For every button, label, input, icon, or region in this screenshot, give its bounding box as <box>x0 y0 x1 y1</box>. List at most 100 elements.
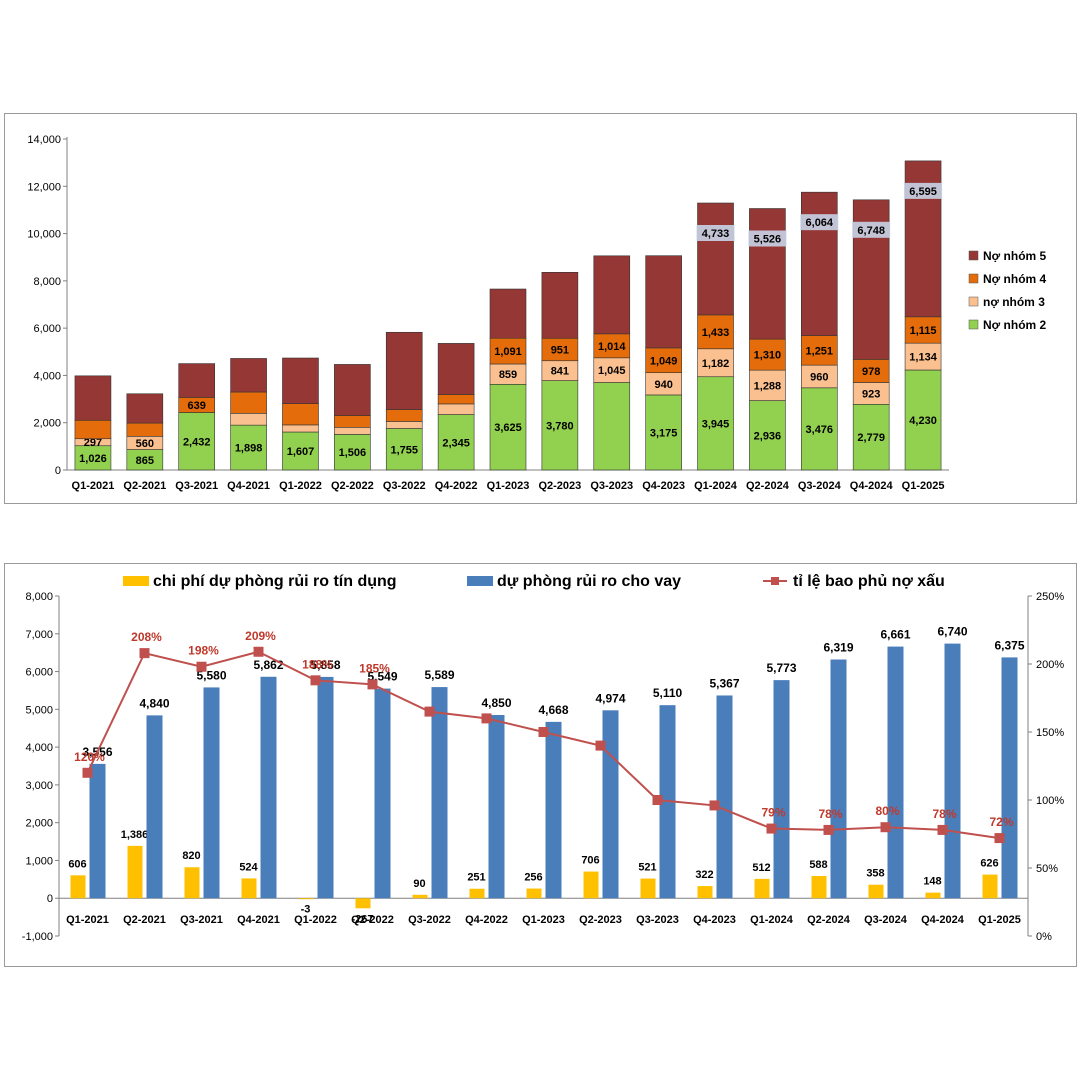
y2-tick-label: 0% <box>1036 931 1052 943</box>
data-label: 3,780 <box>546 420 574 432</box>
legend-label: tỉ lệ bao phủ nợ xấu <box>793 573 945 590</box>
bar-segment-no-nhom-2 <box>282 431 319 471</box>
bar-segment-no-nhom-5 <box>593 255 631 335</box>
line-marker <box>481 713 492 724</box>
data-label-ratio: 72% <box>989 815 1013 829</box>
data-label-ratio: 78% <box>818 807 842 821</box>
line-marker <box>937 824 948 835</box>
data-label: 5,862 <box>253 658 283 672</box>
data-label: 6,595 <box>909 186 937 198</box>
y-tick-label: 10,000 <box>27 229 61 241</box>
y-tick-label: 4,000 <box>33 370 61 382</box>
bar-segment-no-nhom-4 <box>126 422 164 437</box>
line-marker <box>538 727 549 737</box>
data-label: 322 <box>695 869 713 881</box>
x-tick-label: Q3-2021 <box>180 914 223 926</box>
data-label: 960 <box>810 371 828 383</box>
line-marker <box>310 675 321 686</box>
data-label: 4,733 <box>702 228 730 240</box>
x-tick-label: Q4-2022 <box>465 914 508 926</box>
bar-du-phong-rui-ro-cho-vay <box>944 643 961 899</box>
x-tick-label: Q3-2024 <box>798 480 842 492</box>
data-label: 4,840 <box>139 696 169 710</box>
bar-du-phong-rui-ro-cho-vay <box>260 676 277 899</box>
x-tick-label: Q4-2023 <box>642 480 685 492</box>
bar-chi-phi-du-phong-rui-ro-tin-dung <box>868 884 884 899</box>
bar-segment-no-nhom-2 <box>178 412 216 471</box>
y-tick-label: 4,000 <box>25 742 53 754</box>
data-label: 3,476 <box>806 424 834 436</box>
legend-swatch <box>467 576 493 586</box>
data-label-ratio: 209% <box>245 629 276 643</box>
npl-stacked-bar-chart: 0 2,000 4,000 6,000 8,000 10,000 12,000 14,000 1… <box>27 134 1047 492</box>
y-tick-label: 12,000 <box>27 181 61 193</box>
line-marker <box>766 823 777 834</box>
data-label: 606 <box>68 858 86 870</box>
data-label: 639 <box>188 400 206 412</box>
data-label: 1,506 <box>339 447 367 459</box>
bar-du-phong-rui-ro-cho-vay <box>374 688 391 899</box>
bar-segment-no-nhom-5 <box>282 357 319 404</box>
bar-segment-no-nhom-2 <box>593 382 631 471</box>
y2-tick-label: 250% <box>1036 591 1064 603</box>
data-label: 3,625 <box>494 422 522 434</box>
data-label: 2,779 <box>857 432 885 444</box>
y2-tick-label: 150% <box>1036 727 1064 739</box>
data-label-highlight <box>852 221 891 238</box>
bar-chi-phi-du-phong-rui-ro-tin-dung <box>184 867 200 899</box>
line-marker <box>196 661 207 672</box>
data-label: 560 <box>136 438 154 450</box>
data-label: 1,026 <box>79 453 107 465</box>
x-tick-label: Q1-2025 <box>978 914 1021 926</box>
x-tick-label: Q2-2022 <box>331 480 374 492</box>
x-tick-label: Q2-2021 <box>123 914 166 926</box>
bar-segment-no-nhom-5 <box>749 208 786 340</box>
y-tick-label: 2,000 <box>25 818 53 830</box>
data-label: 940 <box>654 379 672 391</box>
y-tick-label: 0 <box>47 893 53 905</box>
bar-segment-no-nhom-5 <box>541 271 579 339</box>
y-tick-label: 0 <box>55 465 61 477</box>
bar-du-phong-rui-ro-cho-vay <box>602 710 619 899</box>
bar-chi-phi-du-phong-rui-ro-tin-dung <box>640 878 656 899</box>
bar-segment-no-nhom-3 <box>749 369 786 401</box>
bar-du-phong-rui-ro-cho-vay <box>89 763 106 899</box>
x-tick-label: Q4-2021 <box>237 914 280 926</box>
data-label: 951 <box>551 345 569 357</box>
data-label: 2,936 <box>754 430 782 442</box>
x-tick-label: Q4-2022 <box>435 480 478 492</box>
legend-label: Nợ nhóm 5 <box>983 249 1047 263</box>
data-label: 1,134 <box>909 352 937 364</box>
bar-chi-phi-du-phong-rui-ro-tin-dung <box>241 878 257 899</box>
data-label: 626 <box>980 858 998 870</box>
data-label-highlight <box>696 225 735 242</box>
data-label: 978 <box>862 366 880 378</box>
data-label-ratio: 78% <box>932 807 956 821</box>
data-label: 251 <box>467 872 485 884</box>
data-label: 2,345 <box>442 437 470 449</box>
bar-segment-no-nhom-5 <box>800 191 838 336</box>
line-marker <box>253 646 264 657</box>
legend-swatch <box>968 296 979 307</box>
y-tick-label: 6,000 <box>33 323 61 335</box>
y-tick-label: 2,000 <box>33 418 61 430</box>
data-label: 6,319 <box>823 641 853 655</box>
legend-swatch <box>968 319 979 330</box>
x-tick-label: Q1-2022 <box>294 914 337 926</box>
bar-segment-no-nhom-3 <box>904 342 942 371</box>
data-label: 6,748 <box>857 225 885 237</box>
data-label: 6,740 <box>937 625 967 639</box>
data-label-ratio: 188% <box>302 657 333 671</box>
data-label: 1,310 <box>754 350 782 362</box>
x-tick-label: Q2-2024 <box>807 914 851 926</box>
bar-segment-no-nhom-2 <box>904 369 942 471</box>
bar-segment-no-nhom-5 <box>126 393 164 424</box>
bar-segment-no-nhom-4 <box>437 394 475 405</box>
legend-swatch <box>123 576 149 586</box>
data-label: 6,661 <box>880 628 910 642</box>
data-label: 1,433 <box>702 327 730 339</box>
data-label: 865 <box>136 455 154 467</box>
data-label-ratio: 208% <box>131 630 162 644</box>
data-label: 524 <box>239 861 258 873</box>
data-label: 5,589 <box>424 668 454 682</box>
